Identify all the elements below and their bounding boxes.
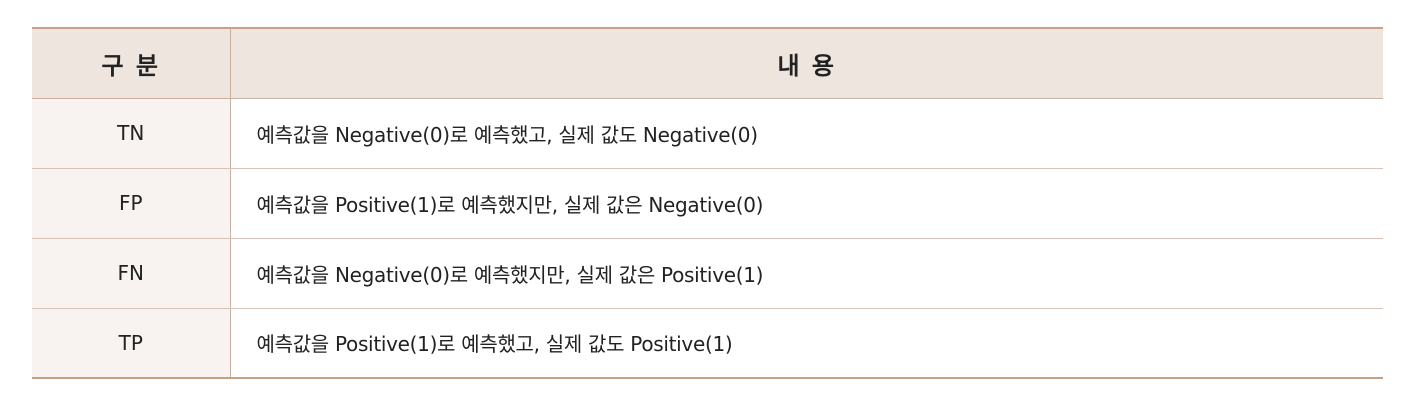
table-row: TN 예측값을 Negative(0)로 예측했고, 실제 값도 Negativ… [32,98,1383,169]
row-label-fn: FN [32,238,231,309]
row-label-tp: TP [32,308,231,379]
table-row: FP 예측값을 Positive(1)로 예측했지만, 실제 값은 Negati… [32,168,1383,239]
row-content-fp: 예측값을 Positive(1)로 예측했지만, 실제 값은 Negative(… [230,168,1383,239]
header-category: 구 분 [32,27,231,99]
table-body: TN 예측값을 Negative(0)로 예측했고, 실제 값도 Negativ… [32,98,1383,379]
header-row: 구 분 내 용 [32,27,1383,99]
confusion-matrix-table: 구 분 내 용 TN 예측값을 Negative(0)로 예측했고, 실제 값도… [32,27,1383,379]
table-row: FN 예측값을 Negative(0)로 예측했지만, 실제 값은 Positi… [32,238,1383,309]
table-row: TP 예측값을 Positive(1)로 예측했고, 실제 값도 Positiv… [32,308,1383,379]
row-content-tn: 예측값을 Negative(0)로 예측했고, 실제 값도 Negative(0… [230,98,1383,169]
table-header: 구 분 내 용 [32,27,1383,99]
row-label-tn: TN [32,98,231,169]
row-content-fn: 예측값을 Negative(0)로 예측했지만, 실제 값은 Positive(… [230,238,1383,309]
header-content: 내 용 [230,27,1383,99]
confusion-matrix-table-wrapper: 구 분 내 용 TN 예측값을 Negative(0)로 예측했고, 실제 값도… [32,27,1383,379]
row-label-fp: FP [32,168,231,239]
row-content-tp: 예측값을 Positive(1)로 예측했고, 실제 값도 Positive(1… [230,308,1383,379]
